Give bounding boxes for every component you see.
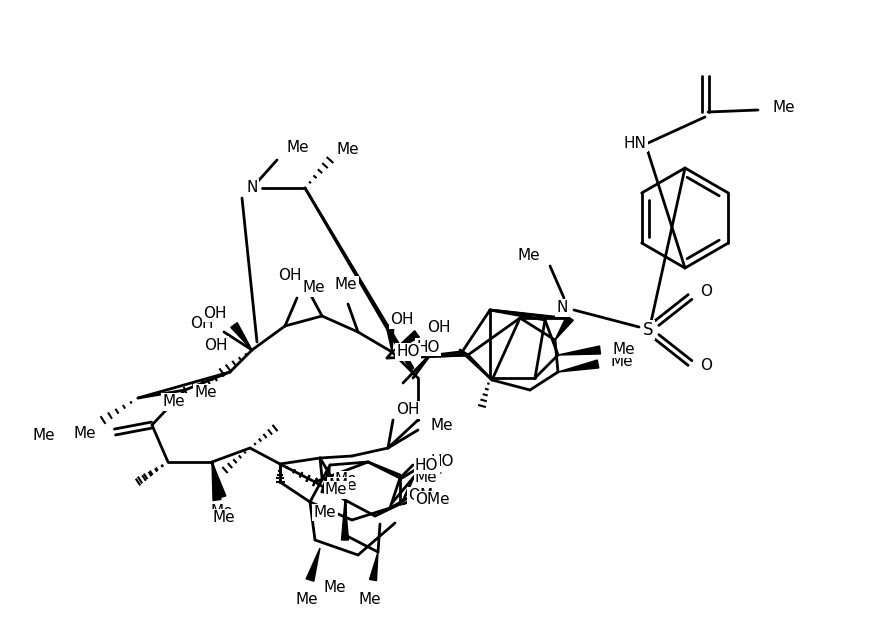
- Text: OH: OH: [191, 316, 214, 332]
- Text: Me: Me: [517, 248, 540, 263]
- Text: N: N: [556, 300, 568, 316]
- Text: Me: Me: [324, 580, 346, 595]
- Polygon shape: [342, 500, 349, 540]
- Polygon shape: [558, 360, 599, 372]
- Text: Me: Me: [430, 419, 453, 433]
- Text: O: O: [700, 359, 712, 373]
- Text: OMe: OMe: [408, 489, 442, 503]
- Polygon shape: [370, 552, 378, 581]
- Text: OH: OH: [278, 269, 302, 283]
- Text: Me: Me: [33, 427, 55, 443]
- Text: Me: Me: [613, 341, 636, 357]
- Text: Me: Me: [303, 281, 326, 295]
- Text: Me: Me: [610, 355, 632, 369]
- Text: Me: Me: [325, 482, 348, 498]
- Text: Me: Me: [335, 478, 358, 494]
- Text: Me: Me: [313, 505, 336, 520]
- Text: Me: Me: [358, 592, 381, 607]
- Text: Me: Me: [162, 394, 185, 410]
- Text: Me: Me: [211, 504, 233, 519]
- Text: HO: HO: [415, 457, 439, 473]
- Polygon shape: [386, 325, 394, 352]
- Text: Me: Me: [420, 463, 442, 477]
- Polygon shape: [212, 462, 221, 501]
- Text: Me: Me: [337, 142, 359, 158]
- Text: Me: Me: [194, 385, 217, 400]
- Text: Me: Me: [328, 478, 351, 493]
- Polygon shape: [321, 465, 330, 494]
- Text: OH: OH: [203, 306, 227, 320]
- Text: HO: HO: [417, 339, 440, 355]
- Text: Me: Me: [335, 473, 358, 487]
- Polygon shape: [555, 316, 573, 340]
- Polygon shape: [392, 330, 419, 352]
- Text: OH: OH: [427, 320, 450, 334]
- Text: Me: Me: [287, 140, 310, 156]
- Text: N: N: [246, 181, 258, 195]
- Text: HN: HN: [623, 135, 646, 151]
- Polygon shape: [306, 548, 320, 581]
- Text: HO: HO: [430, 454, 454, 470]
- Text: OH: OH: [205, 338, 228, 353]
- Text: Me: Me: [213, 510, 235, 525]
- Text: Me: Me: [73, 426, 96, 440]
- Text: Me: Me: [296, 592, 318, 607]
- Text: HO: HO: [396, 345, 420, 359]
- Text: OMe: OMe: [415, 493, 449, 507]
- Text: Me: Me: [335, 277, 358, 292]
- Text: OH: OH: [390, 313, 413, 327]
- Polygon shape: [230, 323, 252, 350]
- Text: OH: OH: [396, 403, 419, 417]
- Polygon shape: [558, 346, 600, 355]
- Text: O: O: [700, 285, 712, 299]
- Text: Me: Me: [415, 470, 438, 486]
- Polygon shape: [212, 462, 226, 498]
- Text: Me: Me: [772, 101, 795, 115]
- Text: S: S: [643, 321, 653, 339]
- Text: N: N: [246, 181, 258, 195]
- Polygon shape: [138, 372, 230, 398]
